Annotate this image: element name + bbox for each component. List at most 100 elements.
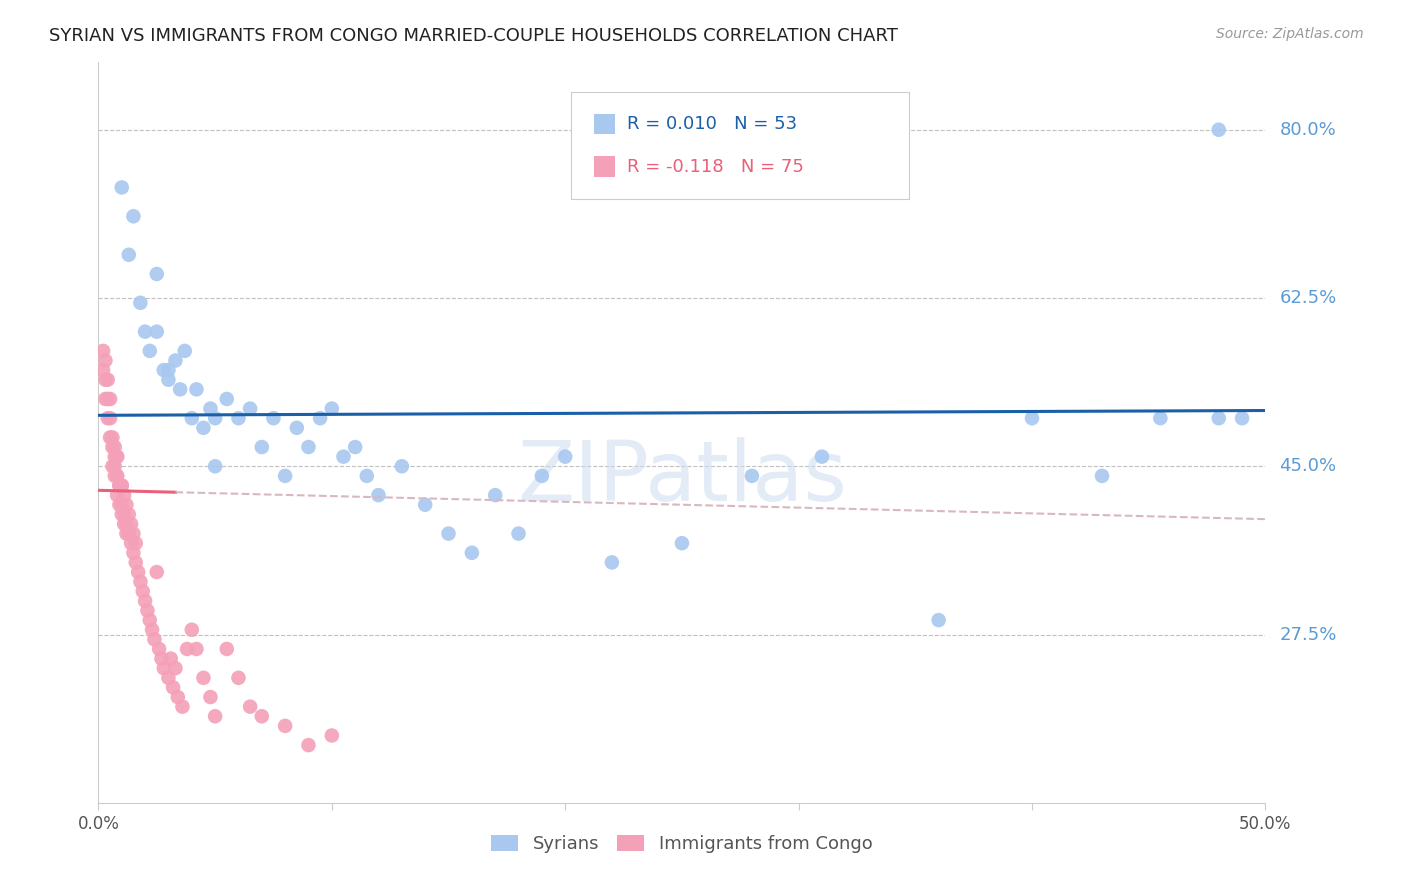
Point bbox=[530, 469, 553, 483]
Point bbox=[344, 440, 367, 454]
Point bbox=[111, 478, 134, 492]
Point bbox=[105, 488, 128, 502]
Point bbox=[176, 642, 198, 657]
Point bbox=[148, 642, 170, 657]
Point bbox=[139, 343, 162, 358]
Point bbox=[111, 498, 134, 512]
Point bbox=[97, 373, 120, 387]
Point bbox=[105, 450, 128, 464]
Point bbox=[122, 209, 145, 223]
Point bbox=[91, 343, 114, 358]
Point bbox=[239, 401, 262, 416]
Point bbox=[157, 363, 180, 377]
Text: R = -0.118   N = 75: R = -0.118 N = 75 bbox=[627, 158, 804, 176]
Point bbox=[94, 392, 117, 406]
Point bbox=[228, 411, 250, 425]
Point bbox=[554, 450, 576, 464]
Point bbox=[98, 430, 121, 444]
Point bbox=[112, 508, 135, 522]
Text: 45.0%: 45.0% bbox=[1279, 458, 1337, 475]
Point bbox=[172, 699, 194, 714]
Point bbox=[141, 623, 163, 637]
Point bbox=[139, 613, 162, 627]
Point bbox=[108, 498, 131, 512]
Point bbox=[112, 516, 135, 531]
Point bbox=[108, 478, 131, 492]
Point bbox=[356, 469, 378, 483]
Point bbox=[129, 574, 152, 589]
Point bbox=[200, 401, 222, 416]
Point bbox=[98, 392, 121, 406]
Legend: Syrians, Immigrants from Congo: Syrians, Immigrants from Congo bbox=[484, 828, 880, 861]
Point bbox=[157, 671, 180, 685]
Point bbox=[173, 343, 195, 358]
Point bbox=[159, 651, 181, 665]
Point bbox=[94, 373, 117, 387]
Text: Source: ZipAtlas.com: Source: ZipAtlas.com bbox=[1216, 27, 1364, 41]
Point bbox=[200, 690, 222, 704]
Text: ZIPatlas: ZIPatlas bbox=[517, 436, 846, 517]
Point bbox=[118, 526, 141, 541]
Point bbox=[321, 401, 343, 416]
Point bbox=[193, 421, 215, 435]
Point bbox=[101, 440, 124, 454]
Point bbox=[122, 546, 145, 560]
Point bbox=[115, 498, 138, 512]
Point bbox=[180, 411, 202, 425]
FancyBboxPatch shape bbox=[595, 113, 616, 135]
Point bbox=[118, 248, 141, 262]
Point bbox=[136, 603, 159, 617]
Point bbox=[484, 488, 506, 502]
Point bbox=[143, 632, 166, 647]
Point bbox=[204, 459, 226, 474]
Text: SYRIAN VS IMMIGRANTS FROM CONGO MARRIED-COUPLE HOUSEHOLDS CORRELATION CHART: SYRIAN VS IMMIGRANTS FROM CONGO MARRIED-… bbox=[49, 27, 898, 45]
Point bbox=[105, 450, 128, 464]
Point bbox=[297, 738, 319, 752]
Point bbox=[165, 661, 187, 675]
Point bbox=[274, 719, 297, 733]
Point bbox=[111, 180, 134, 194]
Point bbox=[129, 295, 152, 310]
Point bbox=[146, 267, 169, 281]
Point bbox=[146, 565, 169, 579]
FancyBboxPatch shape bbox=[595, 156, 616, 178]
Point bbox=[413, 498, 436, 512]
Point bbox=[169, 382, 191, 396]
Point bbox=[120, 516, 142, 531]
Point bbox=[437, 526, 460, 541]
Point bbox=[928, 613, 950, 627]
Point bbox=[1021, 411, 1043, 425]
Point bbox=[297, 440, 319, 454]
Point bbox=[1149, 411, 1171, 425]
Point bbox=[193, 671, 215, 685]
Point bbox=[104, 450, 127, 464]
Point bbox=[104, 440, 127, 454]
Text: 62.5%: 62.5% bbox=[1279, 289, 1337, 307]
Point bbox=[204, 709, 226, 723]
Point bbox=[741, 469, 763, 483]
Point bbox=[274, 469, 297, 483]
Point bbox=[1230, 411, 1253, 425]
Point bbox=[228, 671, 250, 685]
Point bbox=[600, 556, 623, 570]
Point bbox=[105, 469, 128, 483]
Point bbox=[152, 661, 174, 675]
Point bbox=[111, 478, 134, 492]
Point bbox=[118, 508, 141, 522]
Point bbox=[332, 450, 354, 464]
Point bbox=[150, 651, 173, 665]
Point bbox=[91, 363, 114, 377]
Text: 80.0%: 80.0% bbox=[1279, 120, 1336, 139]
Point bbox=[321, 729, 343, 743]
Point bbox=[1208, 411, 1230, 425]
Point bbox=[508, 526, 530, 541]
Point bbox=[104, 459, 127, 474]
Point bbox=[1091, 469, 1114, 483]
Point bbox=[239, 699, 262, 714]
Point bbox=[285, 421, 308, 435]
Point bbox=[115, 526, 138, 541]
Point bbox=[134, 325, 156, 339]
Point bbox=[215, 642, 238, 657]
Point bbox=[101, 459, 124, 474]
Point bbox=[671, 536, 693, 550]
